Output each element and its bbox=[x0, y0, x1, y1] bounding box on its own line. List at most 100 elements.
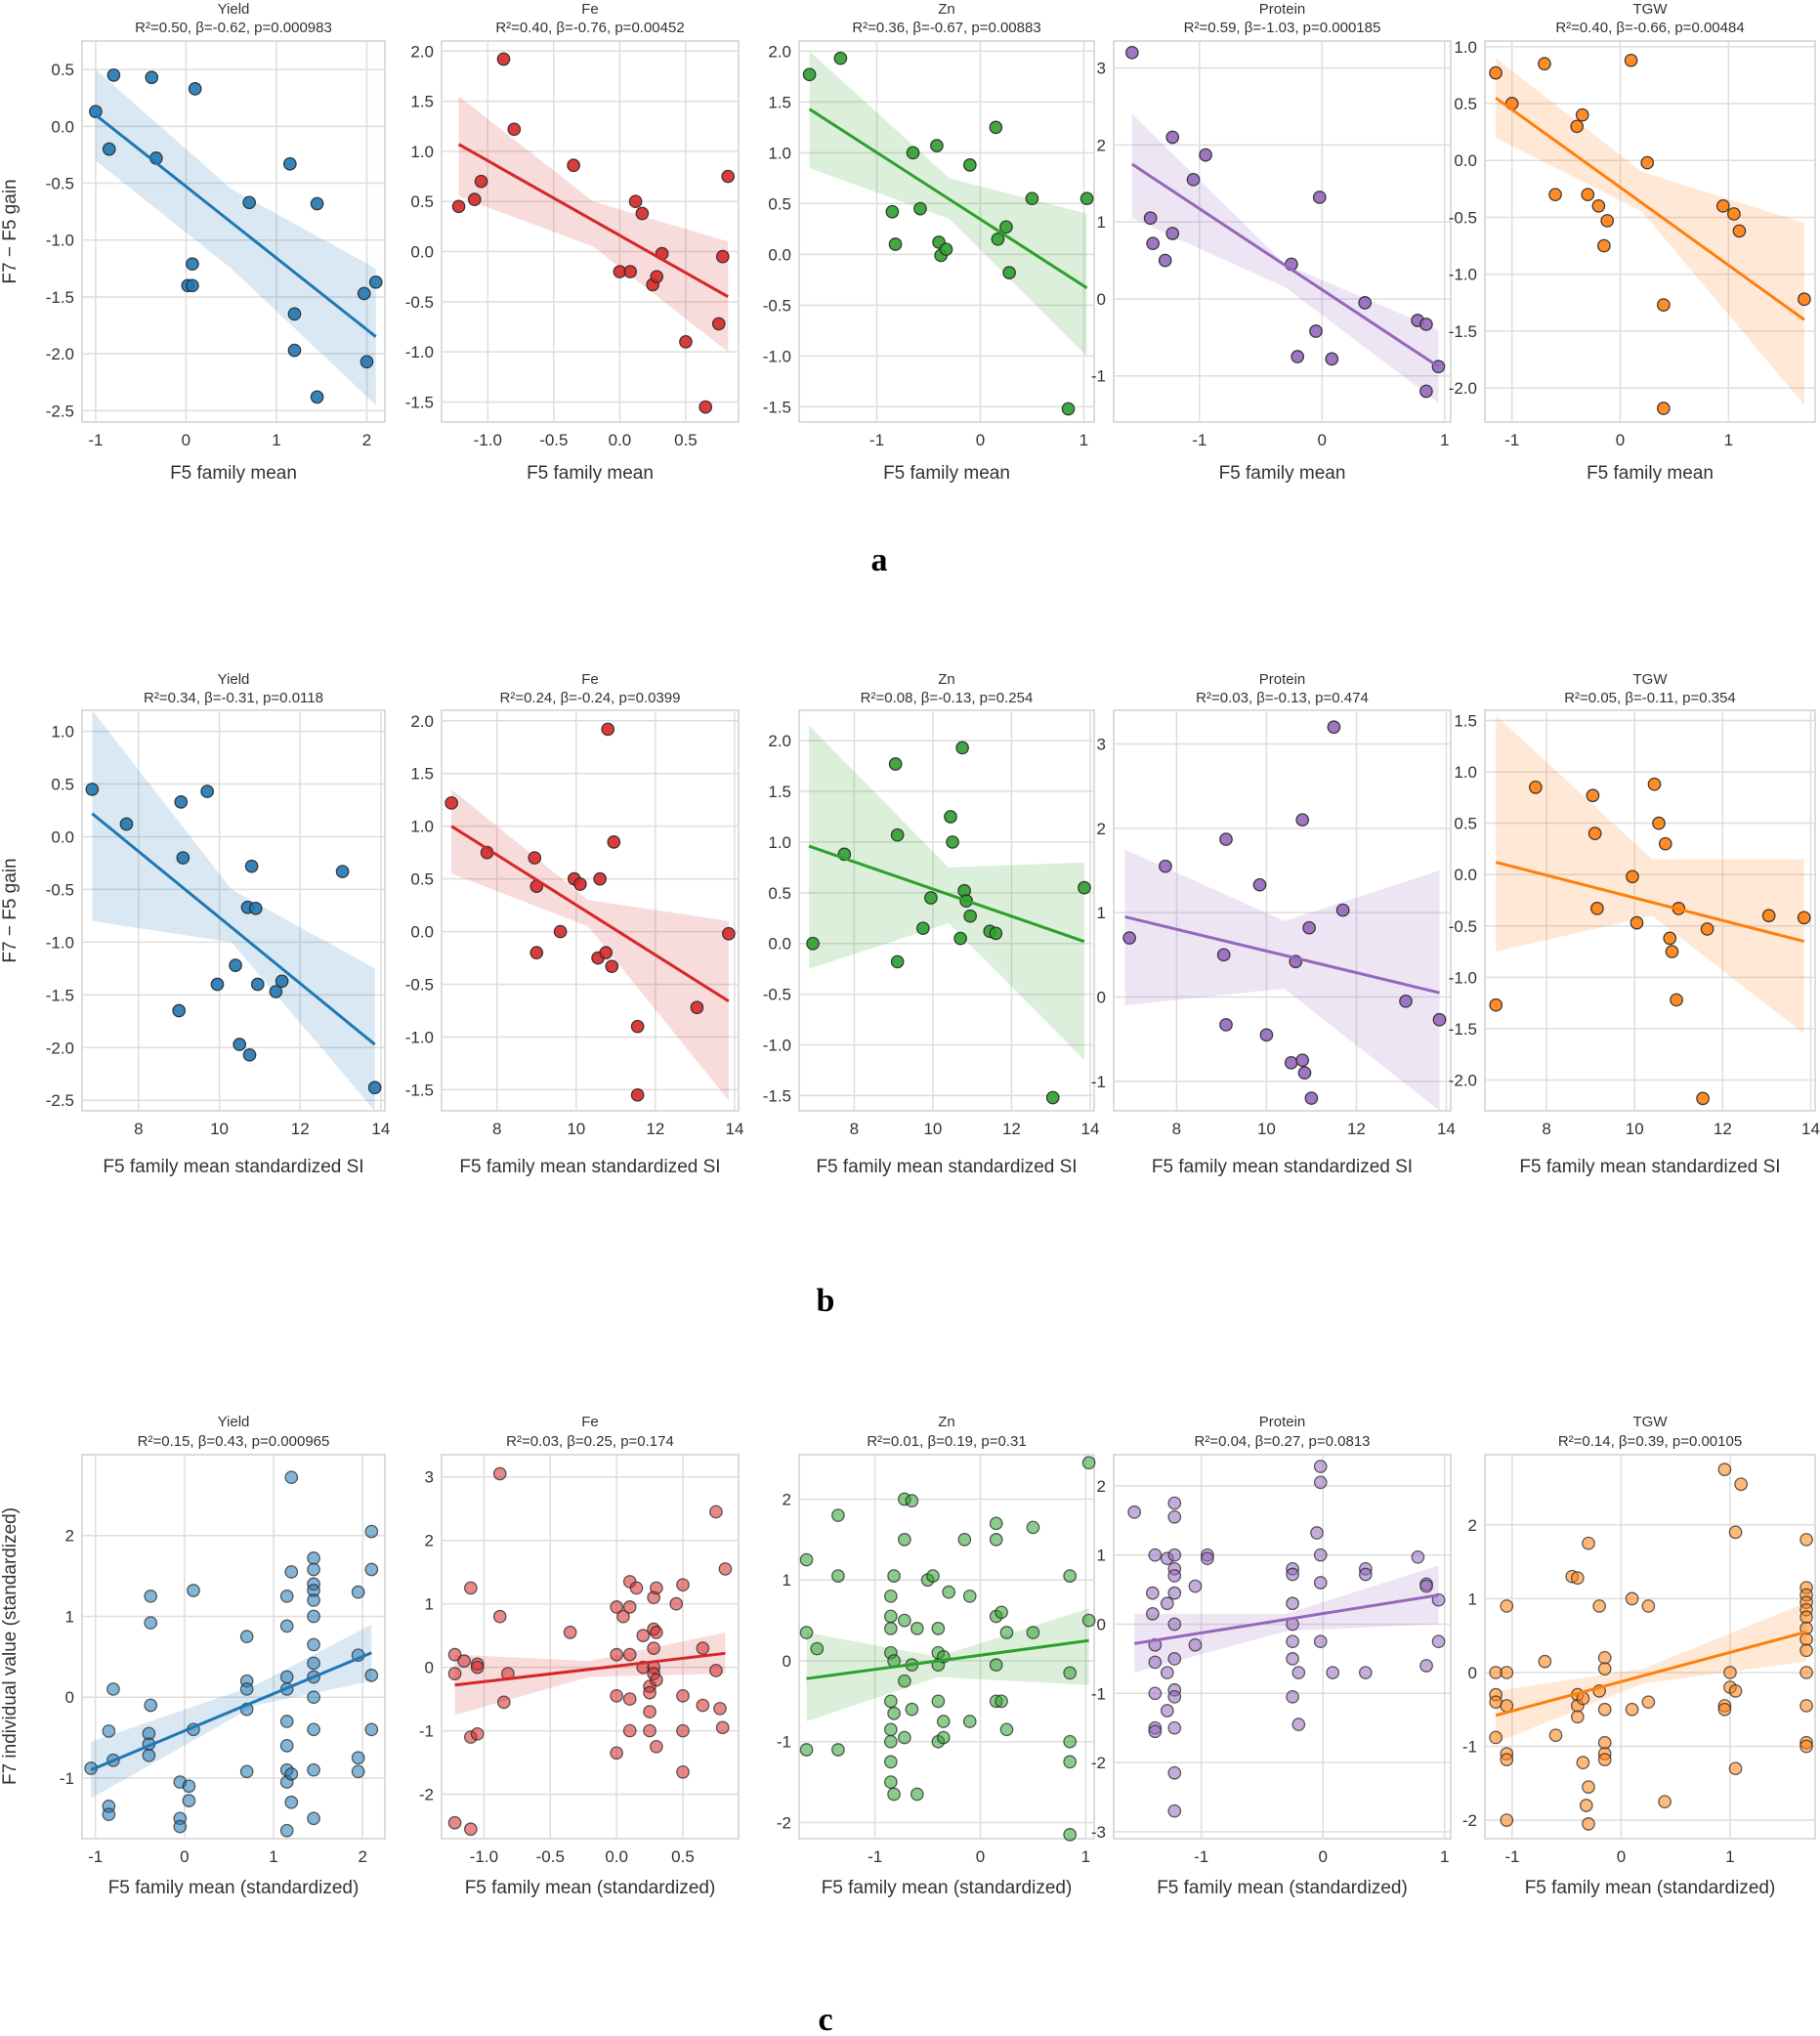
y-tick-label: 3 bbox=[1097, 736, 1106, 754]
y-tick-label: 0.5 bbox=[768, 194, 791, 213]
data-point bbox=[284, 1470, 299, 1485]
subplot-b-zn: 8 10 12 14 -1.5 -1.0 -0.5 0.0 0.5 1.0 1.5 2.0 Zn R²=0… bbox=[763, 671, 1100, 1177]
data-point bbox=[887, 1787, 901, 1802]
data-point bbox=[1143, 211, 1158, 226]
data-point bbox=[709, 1664, 723, 1677]
data-point bbox=[119, 817, 134, 831]
x-axis-label: F5 family mean bbox=[170, 463, 297, 484]
data-point bbox=[467, 192, 482, 207]
x-axis-label: F5 family mean standardized SI bbox=[1152, 1157, 1413, 1177]
data-point bbox=[1728, 1525, 1743, 1540]
x-tick-label: 0.5 bbox=[671, 1847, 695, 1866]
confidence-band bbox=[92, 710, 375, 1111]
data-point bbox=[635, 206, 650, 221]
data-point bbox=[1663, 931, 1677, 946]
data-point bbox=[989, 1658, 1003, 1672]
y-tick-label: 1.0 bbox=[768, 833, 791, 852]
data-point bbox=[989, 1533, 1003, 1547]
x-tick-label: -0.5 bbox=[536, 1847, 565, 1866]
subplot-a-yield: -1 0 1 2 -2.5 -2.0 -1.5 -1.0 -0.5 0.0 0.5 Yield R²=0… bbox=[46, 1, 386, 484]
data-point bbox=[275, 974, 289, 989]
data-point bbox=[351, 1585, 365, 1599]
data-point bbox=[1582, 1536, 1595, 1550]
data-point bbox=[1597, 1662, 1612, 1676]
data-point bbox=[1160, 1596, 1174, 1611]
subplot-stats: R²=0.34, β=-0.31, p=0.0118 bbox=[144, 690, 323, 706]
data-point bbox=[307, 1609, 320, 1624]
data-point bbox=[650, 1581, 663, 1595]
x-axis-label: F5 family mean (standardized) bbox=[108, 1878, 360, 1898]
subplot-stats: R²=0.08, β=-0.13, p=0.254 bbox=[861, 690, 1034, 706]
x-tick-label: 12 bbox=[1714, 1120, 1732, 1138]
data-point bbox=[883, 1609, 898, 1624]
data-point bbox=[1160, 1704, 1174, 1718]
data-point bbox=[1728, 1683, 1743, 1698]
data-point bbox=[962, 1715, 977, 1728]
x-tick-label: 8 bbox=[134, 1120, 143, 1138]
y-tick-label: -1 bbox=[1462, 1738, 1477, 1757]
subplot-c-fe: -1.0 -0.5 0.0 0.5 -2 -1 0 1 2 3 Fe R²=0.03, β=0.25,… bbox=[419, 1414, 740, 1898]
data-point bbox=[470, 1726, 485, 1741]
subplot-title: Zn bbox=[938, 1, 955, 18]
y-tick-label: 3 bbox=[1097, 60, 1106, 78]
y-tick-label: -2.5 bbox=[46, 402, 74, 420]
y-tick-label: -2.0 bbox=[1449, 1071, 1477, 1089]
data-point bbox=[887, 1569, 901, 1583]
y-tick-label: -1.5 bbox=[1449, 322, 1477, 341]
data-point bbox=[248, 901, 263, 915]
data-point bbox=[1489, 1730, 1503, 1745]
data-point bbox=[1304, 1091, 1319, 1105]
subplot-title: Protein bbox=[1259, 1, 1306, 18]
subplot-c-tgw: -1 0 1 -2 -1 0 1 2 TGW R²=0.14, β=0.39, p=0.00105… bbox=[1462, 1414, 1816, 1898]
y-tick-label: 0.0 bbox=[410, 243, 434, 262]
data-point bbox=[1732, 224, 1747, 238]
x-tick-label: 0 bbox=[1318, 431, 1327, 449]
data-point bbox=[936, 1715, 951, 1728]
data-point bbox=[1167, 1803, 1182, 1818]
x-axis-label: F5 family mean (standardized) bbox=[1525, 1878, 1776, 1898]
plot-area bbox=[441, 40, 740, 423]
data-point bbox=[676, 1688, 690, 1703]
data-point bbox=[307, 1656, 320, 1671]
data-point bbox=[239, 1630, 254, 1644]
subplot-stats: R²=0.03, β=-0.13, p=0.474 bbox=[1196, 690, 1369, 706]
x-axis-label: F5 family mean bbox=[1219, 463, 1346, 484]
y-tick-label: -1 bbox=[777, 1733, 791, 1752]
data-point bbox=[1597, 1735, 1612, 1750]
data-point bbox=[1586, 788, 1600, 803]
data-point bbox=[1597, 1650, 1612, 1665]
data-point bbox=[643, 1705, 656, 1718]
data-point bbox=[351, 1764, 365, 1779]
subplot-stats: R²=0.04, β=0.27, p=0.0813 bbox=[1194, 1433, 1370, 1450]
data-point bbox=[457, 1654, 471, 1668]
data-point bbox=[1286, 1567, 1299, 1582]
data-point bbox=[1326, 1666, 1340, 1679]
data-point bbox=[711, 317, 726, 331]
data-point bbox=[1167, 1765, 1182, 1780]
x-axis-label: F5 family mean (standardized) bbox=[465, 1878, 716, 1898]
y-tick-label: -1 bbox=[419, 1722, 434, 1741]
y-tick-label: 1.5 bbox=[768, 783, 791, 801]
data-point bbox=[616, 1609, 630, 1624]
regression-line bbox=[808, 844, 1085, 944]
subplot-title: Fe bbox=[581, 671, 599, 688]
data-point bbox=[474, 174, 488, 189]
data-point bbox=[102, 142, 116, 156]
data-point bbox=[1201, 1551, 1214, 1566]
data-point bbox=[1167, 1652, 1182, 1666]
x-axis-label: F5 family mean bbox=[883, 463, 1010, 484]
data-point bbox=[1148, 1724, 1163, 1739]
data-point bbox=[182, 1794, 196, 1807]
data-point bbox=[650, 1626, 663, 1639]
data-point bbox=[696, 1641, 710, 1655]
data-point bbox=[999, 1626, 1014, 1639]
data-point bbox=[464, 1822, 478, 1837]
data-point bbox=[831, 1743, 845, 1757]
panel-c: F7 individual value (standardized)-1 0 1 2-… bbox=[0, 1414, 1816, 1898]
y-tick-label: -2 bbox=[1091, 1754, 1106, 1772]
data-point bbox=[905, 1702, 919, 1717]
data-point bbox=[931, 1694, 946, 1709]
data-point bbox=[1658, 836, 1672, 851]
plot-area bbox=[798, 709, 1095, 1112]
